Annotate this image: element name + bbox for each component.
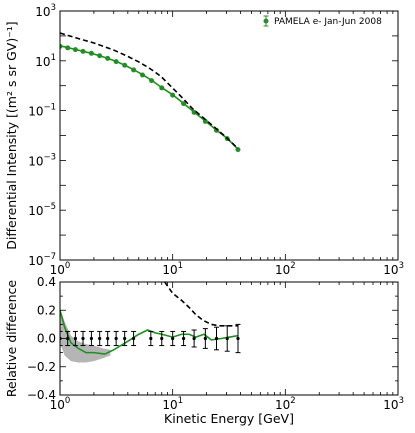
data-point	[73, 336, 78, 341]
x-tick-label: 102	[275, 396, 296, 412]
y-tick-label: −0.2	[27, 360, 56, 374]
y-tick-label: 0.4	[37, 275, 56, 289]
y-tick-label: −0.4	[27, 388, 56, 402]
x-tick-label: 103	[383, 261, 404, 277]
x-tick-label: 100	[50, 396, 71, 412]
y-tick-label: 0.0	[37, 332, 56, 346]
y-tick-label: 10−7	[28, 252, 56, 268]
data-point	[89, 336, 94, 341]
data-point	[225, 336, 229, 341]
data-point	[192, 336, 196, 341]
data-point	[123, 336, 127, 341]
data-point	[203, 336, 207, 341]
y-tick-label: 0.2	[37, 303, 56, 317]
uncertainty-band	[60, 308, 111, 363]
data-point	[114, 336, 118, 341]
data-point	[106, 336, 110, 341]
y-axis-label: Relative difference	[4, 280, 19, 397]
x-tick-label: 101	[162, 396, 183, 412]
y-tick-label: 101	[35, 53, 56, 69]
plot-frame	[59, 281, 399, 396]
y-tick-label: 103	[35, 3, 56, 19]
legend-marker	[263, 18, 269, 24]
x-tick-label: 101	[162, 261, 183, 277]
y-tick-label: 10−3	[28, 152, 56, 168]
model-solid-line	[60, 45, 239, 150]
plot-area	[60, 32, 241, 153]
model-dashed-line	[60, 32, 239, 150]
x-tick-label: 102	[275, 261, 296, 277]
data-point	[131, 336, 136, 341]
x-tick-label: 100	[50, 261, 71, 277]
data-point	[236, 336, 240, 341]
x-axis-label: Kinetic Energy [GeV]	[164, 411, 294, 426]
data-point	[81, 336, 85, 341]
y-tick-label: 10−1	[28, 103, 56, 119]
data-point	[181, 336, 186, 341]
x-tick-label: 103	[383, 396, 404, 412]
data-point	[98, 336, 102, 341]
data-point	[171, 336, 175, 341]
data-point	[160, 336, 164, 341]
legend-label: PAMELA e- Jan-Jun 2008	[274, 17, 382, 27]
data-point	[214, 336, 219, 341]
legend: PAMELA e- Jan-Jun 2008	[263, 15, 382, 27]
y-axis-label: Differential Intensity [(m² s sr GV)⁻¹]	[4, 21, 19, 249]
data-point	[66, 336, 70, 341]
top-panel: 100 101 102 103 10−7 10−5 10−3 10−1 101 103 Differ…	[4, 3, 404, 277]
model-dashed-line	[164, 282, 238, 327]
y-tick-label: 10−5	[28, 202, 56, 218]
plot-area	[60, 282, 241, 363]
bottom-panel: 100 101 102 103 −0.4 −0.2 0.0 0.2 0.4 Relative di…	[4, 275, 404, 426]
data-point	[149, 336, 153, 341]
